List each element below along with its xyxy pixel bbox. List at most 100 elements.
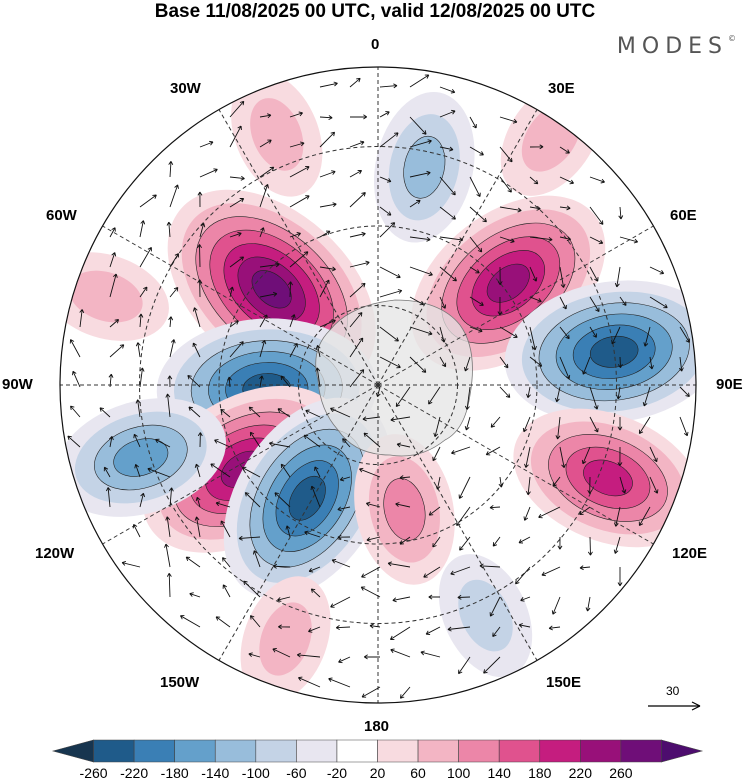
wind-vector bbox=[285, 525, 291, 538]
wind-vector bbox=[277, 596, 291, 602]
wind-vector bbox=[314, 466, 321, 478]
wind-vector bbox=[210, 463, 231, 478]
wind-vector bbox=[259, 291, 278, 298]
colorbar-tick-label: -60 bbox=[286, 765, 307, 781]
wind-vector bbox=[138, 313, 144, 328]
wind-vector bbox=[280, 463, 291, 478]
wind-vector bbox=[308, 566, 321, 573]
wind-vector bbox=[456, 506, 471, 527]
wind-vector bbox=[638, 416, 651, 435]
anomaly-center bbox=[60, 398, 227, 517]
wind-vector bbox=[289, 343, 298, 358]
wind-vector bbox=[139, 247, 152, 268]
wind-vector bbox=[587, 536, 593, 556]
colorbar-tick-label: -260 bbox=[79, 765, 108, 781]
wind-vector bbox=[189, 592, 201, 598]
wind-vector bbox=[559, 176, 574, 185]
wind-vector bbox=[529, 296, 542, 303]
wind-vector bbox=[643, 326, 651, 347]
wind-vector bbox=[135, 399, 141, 418]
anomaly-center bbox=[231, 72, 323, 197]
wind-vector bbox=[168, 316, 174, 328]
wind-vector bbox=[244, 492, 261, 508]
wind-vector bbox=[499, 356, 509, 369]
colorbar-tick-label: 20 bbox=[369, 765, 386, 781]
wind-vector bbox=[679, 386, 690, 398]
wind-vector bbox=[619, 476, 627, 494]
wind-vector bbox=[433, 416, 441, 438]
wind-vector bbox=[319, 266, 336, 272]
wind-vector bbox=[330, 407, 351, 418]
wind-vector bbox=[439, 206, 456, 220]
wind-vector bbox=[222, 584, 231, 598]
wind-vector bbox=[259, 375, 264, 388]
wind-vector bbox=[409, 199, 421, 208]
anomaly-center bbox=[60, 252, 169, 341]
wind-vector bbox=[296, 652, 321, 658]
wind-vector bbox=[498, 476, 504, 488]
wind-vector bbox=[463, 356, 471, 372]
colorbar-tick-label: 220 bbox=[568, 765, 592, 781]
wind-vector bbox=[439, 86, 456, 94]
wind-vector bbox=[289, 251, 309, 268]
wind-vector bbox=[559, 446, 566, 469]
wind-vector bbox=[288, 281, 293, 298]
wind-vector bbox=[458, 656, 471, 675]
wind-vector bbox=[390, 648, 411, 658]
wind-vector bbox=[192, 307, 201, 328]
wind-vector bbox=[319, 170, 336, 178]
wind-vector bbox=[524, 446, 531, 468]
wind-vector bbox=[199, 222, 206, 238]
wind-vector bbox=[229, 286, 235, 298]
wind-vector bbox=[259, 184, 269, 208]
wind-vector bbox=[392, 596, 411, 603]
wind-vector bbox=[319, 279, 330, 298]
wind-vector bbox=[529, 176, 539, 185]
wind-vector bbox=[469, 116, 477, 129]
wind-vector bbox=[273, 563, 291, 569]
wind-vector bbox=[241, 466, 261, 478]
wind-vector bbox=[337, 534, 351, 540]
wind-vector bbox=[220, 520, 231, 538]
wind-vector bbox=[109, 252, 117, 268]
wind-vector bbox=[551, 596, 561, 615]
anomaly-center bbox=[240, 576, 331, 702]
wind-vector bbox=[363, 654, 381, 660]
wind-vector bbox=[439, 326, 446, 343]
wind-vector bbox=[458, 476, 471, 499]
wind-vector bbox=[559, 296, 567, 310]
wind-vector bbox=[305, 409, 321, 418]
anomaly-field bbox=[60, 72, 696, 702]
wind-vector bbox=[439, 176, 456, 196]
wind-vector bbox=[617, 417, 623, 431]
wind-vector bbox=[529, 205, 541, 211]
wind-vector bbox=[554, 386, 561, 403]
wind-vector bbox=[339, 476, 351, 482]
lon-label-90w: 90W bbox=[2, 376, 33, 393]
map-boundary bbox=[59, 66, 697, 704]
wind-vector bbox=[169, 253, 179, 268]
wind-vector bbox=[259, 113, 272, 119]
wind-vector bbox=[469, 176, 481, 197]
wind-vector bbox=[589, 326, 597, 338]
wind-vector bbox=[613, 506, 621, 527]
wind-vector bbox=[259, 166, 275, 178]
wind-vector bbox=[229, 231, 242, 238]
wind-vector bbox=[469, 146, 484, 156]
wind-vector bbox=[559, 266, 566, 288]
wind-vector bbox=[289, 314, 296, 328]
wind-vector bbox=[499, 206, 522, 213]
lon-label-30w: 30W bbox=[170, 80, 201, 97]
wind-vector bbox=[194, 463, 201, 478]
wind-vector bbox=[439, 236, 464, 243]
wind-vector bbox=[229, 256, 245, 268]
lon-label-60w: 60W bbox=[46, 207, 77, 224]
wind-vector bbox=[199, 140, 214, 148]
wind-vector bbox=[469, 266, 480, 274]
wind-vector bbox=[259, 227, 265, 238]
wind-vector bbox=[399, 475, 411, 481]
wind-vector bbox=[499, 116, 518, 124]
wind-vector bbox=[139, 286, 148, 298]
anomaly-contour bbox=[486, 263, 530, 303]
wind-vector bbox=[435, 476, 441, 490]
